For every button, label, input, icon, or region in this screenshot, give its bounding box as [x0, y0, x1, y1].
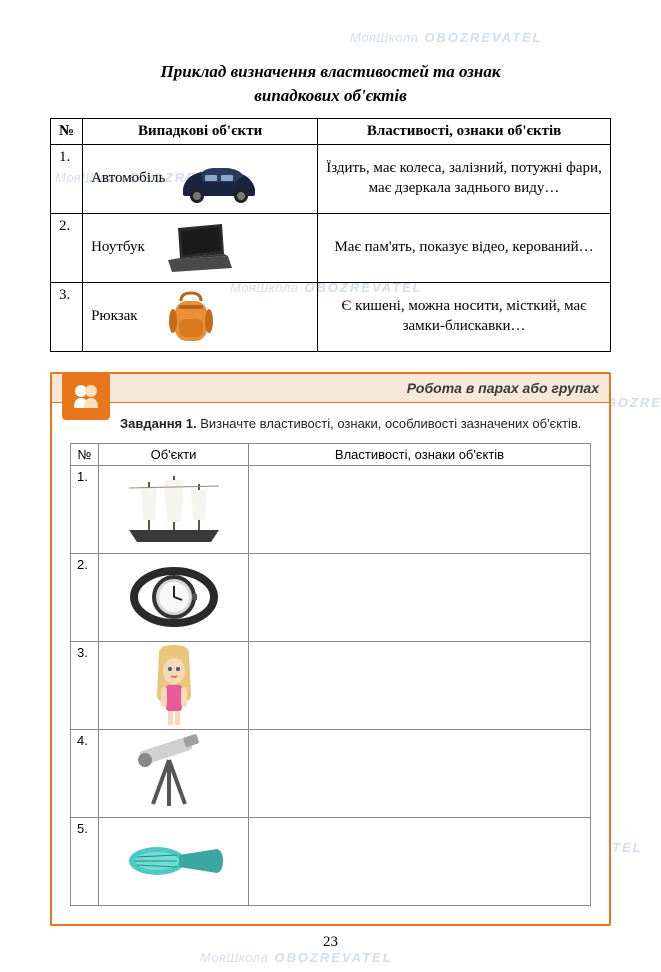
task-label-rest: Визначте властивості, ознаки, особливост… [197, 416, 582, 431]
doll-icon [105, 645, 242, 725]
ship-icon [105, 469, 242, 549]
table-row: 4. [71, 729, 591, 817]
watch-icon [105, 557, 242, 637]
cell-obj [99, 817, 249, 905]
task-instruction: Завдання 1. Визначте властивості, ознаки… [120, 415, 591, 433]
cell-num: 1. [51, 144, 83, 213]
col-prop: Властивості, ознаки об'єктів [249, 443, 591, 465]
cell-obj [99, 729, 249, 817]
cell-num: 2. [51, 213, 83, 282]
table-row: 1. Автомобіль [51, 144, 611, 213]
task-table: № Об'єкти Властивості, ознаки об'єктів 1… [70, 443, 591, 906]
table-row: 5. [71, 817, 591, 905]
cell-num: 4. [71, 729, 99, 817]
page-title: Приклад визначення властивостей та ознак… [50, 60, 611, 108]
cell-prop: Їздить, має колеса, залізний, потужні фа… [318, 144, 611, 213]
cell-obj [99, 641, 249, 729]
cell-prop-empty [249, 553, 591, 641]
table-row: 2. Ноутбук Має пам'ять, показує відео, к… [51, 213, 611, 282]
col-num: № [51, 118, 83, 144]
cell-obj: Рюкзак [83, 282, 318, 351]
col-obj: Об'єкти [99, 443, 249, 465]
cell-prop: Має пам'ять, показує відео, керований… [318, 213, 611, 282]
col-prop: Властивості, ознаки об'єктів [318, 118, 611, 144]
page-number: 23 [50, 934, 611, 951]
cell-num: 3. [71, 641, 99, 729]
cell-prop-empty [249, 817, 591, 905]
obj-label: Автомобіль [91, 170, 165, 187]
example-table: № Випадкові об'єкти Властивості, ознаки … [50, 118, 611, 352]
cell-prop-empty [249, 641, 591, 729]
task-header: Робота в парах або групах [52, 374, 609, 403]
cell-obj: Автомобіль [83, 144, 318, 213]
title-line-1: Приклад визначення властивостей та ознак [161, 62, 501, 81]
backpack-icon [146, 287, 236, 347]
cell-num: 3. [51, 282, 83, 351]
brush-icon [105, 821, 242, 901]
obj-label: Ноутбук [91, 239, 145, 256]
laptop-icon [153, 218, 243, 278]
car-icon [173, 149, 263, 209]
table-row: 1. [71, 465, 591, 553]
table-header-row: № Випадкові об'єкти Властивості, ознаки … [51, 118, 611, 144]
page-content: Приклад визначення властивостей та ознак… [0, 0, 661, 971]
cell-obj [99, 553, 249, 641]
telescope-icon [105, 733, 242, 813]
task-label-bold: Завдання 1. [120, 416, 197, 431]
table-row: 3. [71, 641, 591, 729]
col-obj: Випадкові об'єкти [83, 118, 318, 144]
cell-prop: Є кишені, можна носити, місткий, має зам… [318, 282, 611, 351]
cell-prop-empty [249, 465, 591, 553]
table-header-row: № Об'єкти Властивості, ознаки об'єктів [71, 443, 591, 465]
group-work-icon [62, 372, 110, 420]
task-body: Завдання 1. Визначте властивості, ознаки… [52, 403, 609, 924]
cell-obj: Ноутбук [83, 213, 318, 282]
task-box: Робота в парах або групах Завдання 1. Ви… [50, 372, 611, 926]
title-line-2: випадкових об'єктів [254, 86, 406, 105]
cell-num: 2. [71, 553, 99, 641]
table-row: 3. Рюкзак Є ки [51, 282, 611, 351]
cell-prop-empty [249, 729, 591, 817]
obj-label: Рюкзак [91, 308, 138, 325]
cell-obj [99, 465, 249, 553]
cell-num: 1. [71, 465, 99, 553]
cell-num: 5. [71, 817, 99, 905]
col-num: № [71, 443, 99, 465]
table-row: 2. [71, 553, 591, 641]
